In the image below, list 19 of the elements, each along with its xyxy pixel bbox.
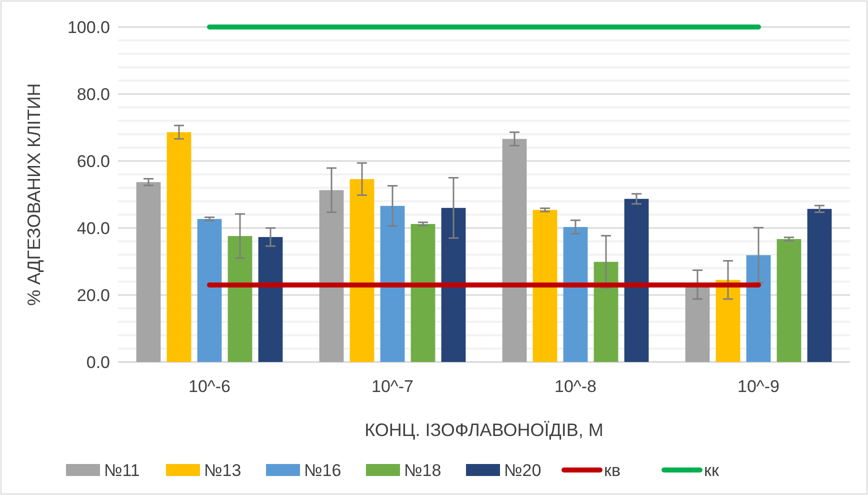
y-tick-label: 40.0 <box>76 218 110 238</box>
legend-label: кв <box>604 460 620 480</box>
x-axis-title: КОНЦ. ІЗОФЛАВОНОЇДІВ, М <box>364 420 604 440</box>
legend-label: №11 <box>104 460 140 480</box>
legend-label: кк <box>704 460 720 480</box>
y-tick-label: 60.0 <box>76 152 110 171</box>
legend-label: №18 <box>404 460 442 480</box>
x-tick-label: 10^-7 <box>371 377 414 396</box>
x-tick-label: 10^-6 <box>188 377 231 396</box>
legend-label: №13 <box>204 460 242 480</box>
y-tick-label: 100.0 <box>67 18 110 37</box>
y-tick-label: 0.0 <box>86 352 110 372</box>
legend-label: №16 <box>304 460 342 480</box>
y-axis-title: % АДГЕЗОВАНИХ КЛІТИН <box>24 83 44 306</box>
y-tick-label: 80.0 <box>76 84 110 104</box>
y-tick-label: 20.0 <box>76 286 110 305</box>
legend-label: №20 <box>504 460 542 480</box>
x-tick-label: 10^-8 <box>554 377 597 396</box>
x-tick-label: 10^-9 <box>737 377 780 396</box>
